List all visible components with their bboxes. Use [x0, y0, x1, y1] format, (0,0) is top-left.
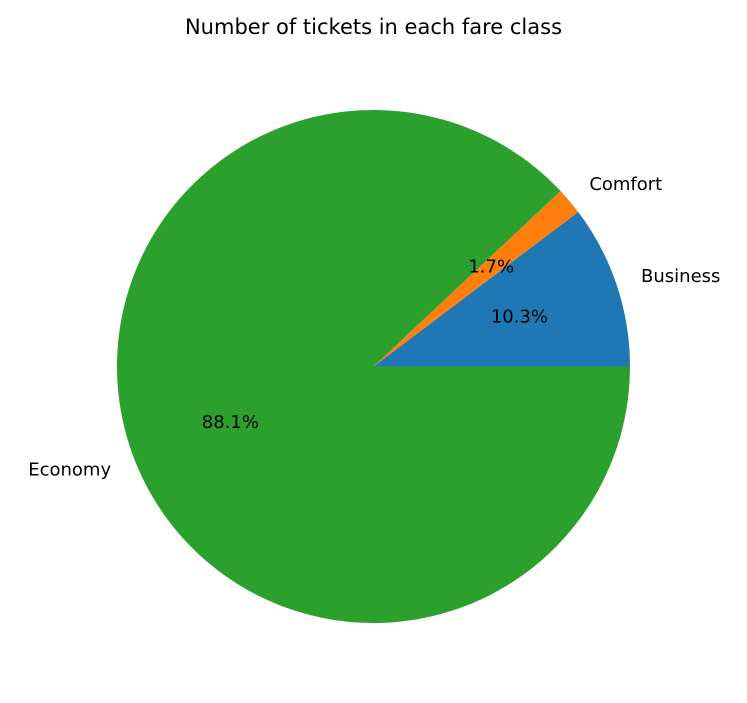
pie-slices — [117, 109, 630, 623]
pct-label-business: 10.3% — [491, 307, 548, 328]
pie-slice-business — [373, 211, 630, 367]
slice-label-comfort: Comfort — [589, 174, 662, 195]
pie-slice-comfort — [373, 191, 579, 367]
slice-label-economy: Economy — [28, 459, 111, 480]
chart-title: Number of tickets in each fare class — [185, 15, 562, 39]
pie-slice-economy — [117, 109, 630, 623]
pie-labels: Business 10.3% Comfort 1.7% Economy 88.1% — [28, 174, 720, 481]
pct-label-comfort: 1.7% — [468, 256, 514, 277]
slice-label-business: Business — [641, 266, 720, 287]
pct-label-economy: 88.1% — [202, 412, 259, 433]
